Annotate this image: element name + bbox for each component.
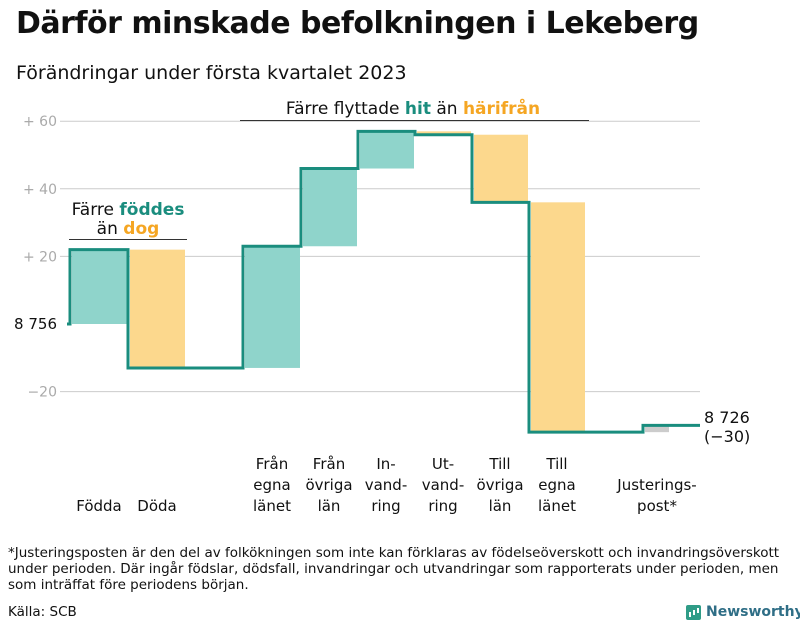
bar-fran-ovriga-lan (303, 168, 357, 247)
category-label-fran-egna-lanet: länet (253, 497, 291, 515)
logo-text: Newsworthy (706, 604, 800, 620)
bar-chart-icon (686, 604, 701, 620)
category-label-utvandring: vand- (422, 476, 465, 494)
category-label-utvandring: Ut- (432, 455, 454, 473)
footnote: *Justeringsposten är den del av folkökni… (8, 545, 780, 593)
start-value-label: 8 756 (14, 315, 57, 333)
category-label-till-egna-lanet: länet (538, 497, 576, 515)
annotation-births-deaths-line1: Färre föddes (72, 200, 185, 220)
category-label-till-egna-lanet: Till (545, 455, 567, 473)
category-label-invandring: In- (376, 455, 395, 473)
category-label-till-ovriga-lan: län (489, 497, 512, 515)
bar-utvandring (417, 131, 471, 135)
newsworthy-logo: Newsworthy (686, 604, 800, 620)
annotation-migration: Färre flyttade hit än härifrån (286, 97, 540, 119)
waterfall-chart: + 60 + 40 + 20 −20 Födda Döda Från egna länet Frå… (14, 97, 750, 515)
category-label-justeringspost: Justerings- (616, 476, 696, 494)
category-label-doda: Döda (137, 497, 176, 515)
category-label-fran-egna-lanet: Från (256, 455, 288, 473)
y-tick-label: −20 (27, 385, 57, 401)
category-label-fodda: Födda (76, 497, 122, 515)
bar-invandring (360, 131, 414, 169)
chart-subtitle: Förändringar under första kvartalet 2023 (16, 62, 407, 84)
category-label-fran-ovriga-lan: län (318, 497, 341, 515)
y-tick-label: + 20 (23, 249, 57, 265)
y-tick-label: + 60 (23, 114, 57, 130)
chart-title: Därför minskade befolkningen i Lekeberg (16, 6, 699, 41)
bar-till-ovriga-lan (474, 134, 528, 203)
category-label-till-egna-lanet: egna (538, 476, 575, 494)
category-label-till-ovriga-lan: övriga (476, 476, 523, 494)
category-label-invandring: vand- (365, 476, 408, 494)
category-label-till-ovriga-lan: Till (488, 455, 510, 473)
source-label: Källa: SCB (8, 604, 77, 620)
category-label-fran-ovriga-lan: Från (313, 455, 345, 473)
annotation-births-deaths-line2: än dog (97, 219, 160, 239)
y-tick-label: + 40 (23, 182, 57, 198)
end-value-label: 8 726 (704, 408, 750, 427)
category-label-invandring: ring (371, 497, 400, 515)
category-label-fran-egna-lanet: egna (253, 476, 290, 494)
category-label-justeringspost: post* (637, 497, 677, 515)
bar-till-egna-lanet (531, 202, 585, 433)
bar-justeringspost (645, 425, 669, 433)
category-label-fran-ovriga-lan: övriga (305, 476, 352, 494)
waterfall-line (67, 129, 700, 434)
category-label-utvandring: ring (428, 497, 457, 515)
bar-doda (130, 249, 185, 368)
bar-fran-egna-lanet (245, 246, 300, 368)
end-change-label: (−30) (704, 427, 750, 446)
bar-fodda (72, 249, 127, 324)
